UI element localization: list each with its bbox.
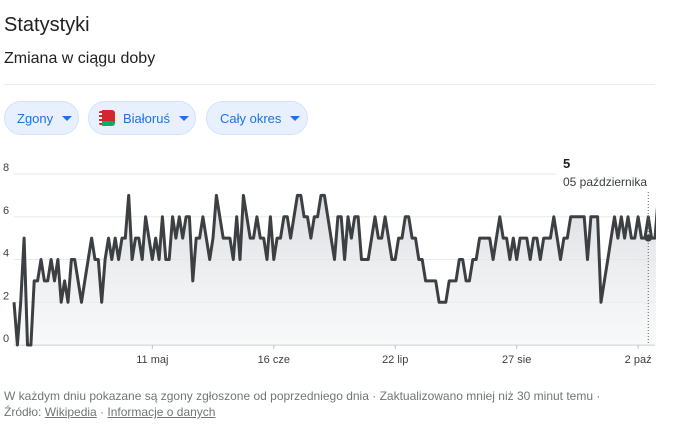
series-line bbox=[12, 193, 670, 347]
period-dropdown-label: Cały okres bbox=[220, 110, 282, 126]
header-divider bbox=[4, 84, 655, 85]
footer-source: Źródło: Wikipedia · Informacje o danych bbox=[4, 405, 216, 419]
chevron-down-icon bbox=[290, 115, 301, 121]
footer-source-label: Źródło: bbox=[4, 405, 42, 419]
chevron-down-icon bbox=[178, 115, 189, 121]
x-tick-label: 22 lip bbox=[382, 354, 408, 366]
country-dropdown-label: Białoruś bbox=[123, 110, 170, 126]
x-tick-label: 11 maj bbox=[136, 354, 168, 366]
tooltip-date: 05 października bbox=[563, 175, 648, 189]
belarus-flag-icon bbox=[99, 110, 115, 126]
y-tick-label: 0 bbox=[3, 333, 9, 345]
metric-dropdown-label: Zgony bbox=[17, 110, 54, 126]
x-tick-label: 2 paź bbox=[625, 354, 652, 366]
y-tick-label: 4 bbox=[3, 248, 9, 260]
footer-note-text: W każdym dniu pokazane są zgony zgłoszon… bbox=[4, 389, 369, 403]
deaths-chart[interactable]: 0 2 4 6 8 11 maj 16 cze 22 lip 27 sie 2 paź bbox=[0, 0, 691, 380]
x-tick-label: 16 cze bbox=[258, 354, 290, 366]
chevron-down-icon bbox=[62, 115, 73, 121]
country-dropdown[interactable]: Białoruś bbox=[88, 101, 196, 135]
y-tick-label: 8 bbox=[3, 162, 9, 174]
page-subtitle: Zmiana w ciągu doby bbox=[4, 50, 156, 67]
data-info-link[interactable]: Informacje o danych bbox=[107, 405, 216, 419]
period-dropdown[interactable]: Cały okres bbox=[206, 101, 308, 135]
page-title: Statystyki bbox=[4, 14, 90, 36]
y-tick-label: 6 bbox=[3, 205, 9, 217]
hover-point bbox=[644, 234, 652, 242]
footer-note: W każdym dniu pokazane są zgony zgłoszon… bbox=[4, 389, 601, 403]
chart-tooltip: 5 05 października bbox=[556, 150, 655, 192]
footer-updated-text: Zaktualizowano mniej niż 30 minut temu bbox=[379, 389, 594, 403]
metric-dropdown[interactable]: Zgony bbox=[4, 101, 79, 135]
tooltip-value: 5 bbox=[563, 156, 571, 171]
wikipedia-link[interactable]: Wikipedia bbox=[44, 405, 97, 419]
y-tick-label: 2 bbox=[3, 290, 9, 302]
chart-edge-mask bbox=[656, 150, 691, 380]
x-tick-label: 27 sie bbox=[502, 354, 531, 366]
